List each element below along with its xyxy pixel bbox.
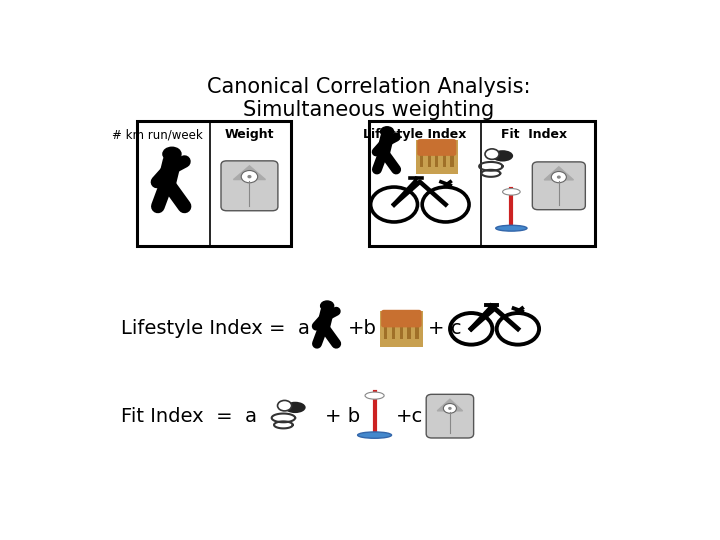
- Bar: [450, 144, 454, 167]
- Bar: [435, 144, 438, 167]
- Circle shape: [552, 172, 567, 183]
- Bar: [443, 144, 446, 167]
- Text: Fit  Index: Fit Index: [501, 129, 567, 141]
- Polygon shape: [437, 399, 463, 411]
- FancyBboxPatch shape: [426, 394, 474, 438]
- FancyBboxPatch shape: [381, 310, 422, 327]
- Text: +c: +c: [396, 407, 423, 426]
- Text: Weight: Weight: [225, 129, 274, 141]
- Text: +b: +b: [348, 319, 377, 339]
- Bar: [415, 315, 419, 340]
- Circle shape: [381, 127, 394, 137]
- Ellipse shape: [492, 150, 513, 161]
- Ellipse shape: [358, 432, 392, 438]
- Circle shape: [277, 401, 292, 411]
- FancyBboxPatch shape: [418, 139, 456, 156]
- Circle shape: [320, 301, 333, 310]
- Circle shape: [163, 147, 181, 161]
- Text: Lifestyle Index: Lifestyle Index: [362, 129, 466, 141]
- Polygon shape: [544, 167, 573, 180]
- FancyBboxPatch shape: [221, 161, 278, 211]
- Text: Canonical Correlation Analysis:
Simultaneous weighting: Canonical Correlation Analysis: Simultan…: [207, 77, 531, 120]
- Bar: [420, 144, 423, 167]
- Circle shape: [248, 176, 251, 178]
- FancyBboxPatch shape: [416, 140, 458, 174]
- Ellipse shape: [365, 392, 384, 399]
- Circle shape: [557, 176, 560, 178]
- Bar: [400, 315, 403, 340]
- FancyBboxPatch shape: [379, 311, 423, 347]
- Circle shape: [449, 408, 451, 409]
- Text: Lifestyle Index =  a: Lifestyle Index = a: [121, 319, 310, 339]
- Bar: [369, 121, 595, 246]
- Text: + b: + b: [325, 407, 361, 426]
- Bar: [392, 315, 395, 340]
- Ellipse shape: [284, 402, 306, 413]
- Circle shape: [241, 171, 258, 183]
- Bar: [138, 121, 291, 246]
- Circle shape: [444, 403, 456, 413]
- Polygon shape: [233, 166, 266, 180]
- Bar: [428, 144, 431, 167]
- Ellipse shape: [503, 188, 520, 195]
- Text: Fit Index  =  a: Fit Index = a: [121, 407, 257, 426]
- Text: + c: + c: [428, 319, 461, 339]
- FancyBboxPatch shape: [532, 162, 585, 210]
- Ellipse shape: [496, 225, 527, 231]
- Bar: [384, 315, 387, 340]
- Bar: [408, 315, 411, 340]
- Text: # km run/week: # km run/week: [112, 129, 203, 141]
- Circle shape: [485, 149, 499, 159]
